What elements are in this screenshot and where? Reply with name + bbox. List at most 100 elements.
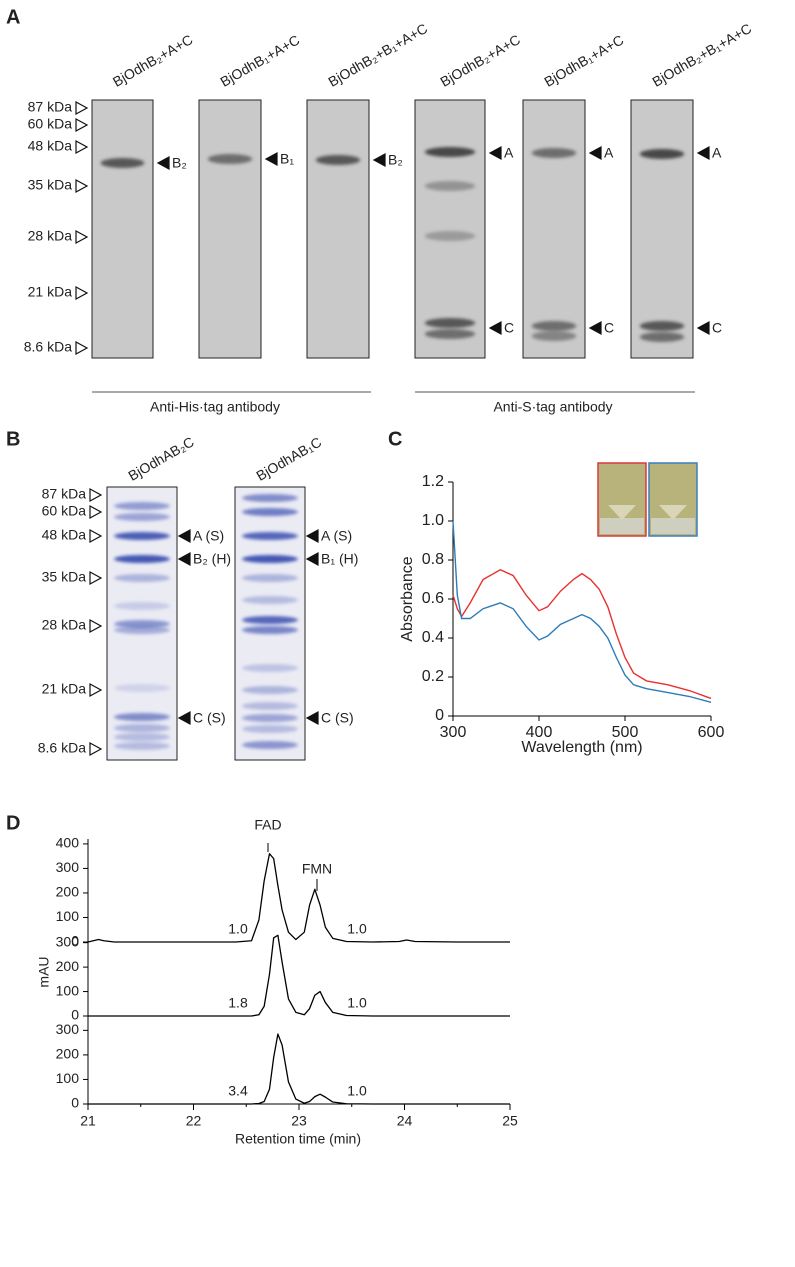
arrowhead	[89, 570, 103, 586]
gel-band	[114, 742, 170, 750]
band-label: C	[604, 320, 614, 336]
gel-band	[114, 620, 170, 628]
arrowhead	[75, 285, 89, 301]
panel-label: D	[6, 812, 20, 834]
band-label: A	[712, 145, 722, 161]
marker-label: 35 kDa	[42, 569, 87, 585]
x-tick-label: 600	[698, 724, 725, 741]
y-tick-label: 0.6	[422, 590, 444, 607]
gel-lane	[198, 99, 262, 359]
gel-band	[207, 154, 253, 164]
x-tick-label: 300	[440, 724, 467, 741]
gel-band	[114, 713, 170, 721]
x-tick-label: 400	[526, 724, 553, 741]
peak-label: FMN	[302, 861, 332, 877]
arrowhead	[75, 117, 89, 133]
gel-band	[639, 149, 685, 159]
band-label: C	[504, 320, 514, 336]
gel-band	[114, 724, 170, 732]
gel-band	[242, 574, 298, 582]
gel-band	[242, 626, 298, 634]
band-label: A	[504, 145, 514, 161]
band-label: B₂	[388, 152, 403, 168]
arrowhead	[89, 618, 103, 634]
lane-label: BjOdhB₂+B₁+A+C	[649, 20, 754, 90]
band-label: C	[712, 320, 722, 336]
arrowhead	[89, 741, 103, 757]
y-tick-label: 200	[56, 958, 80, 974]
y-tick-label: 300	[56, 859, 80, 875]
lane-label: BjOdhB₁+A+C	[541, 32, 626, 90]
ratio-label: 1.0	[347, 921, 367, 937]
ratio-label: 1.0	[347, 1083, 367, 1099]
marker-label: 48 kDa	[42, 527, 87, 543]
marker-label: 60 kDa	[28, 116, 73, 132]
gel-lane	[522, 99, 586, 359]
arrowhead	[696, 320, 710, 336]
gel-band	[242, 741, 298, 749]
gel-band	[100, 158, 145, 168]
spectrum-line	[452, 568, 712, 700]
lane-label: BjOdhB₂+B₁+A+C	[325, 20, 430, 90]
inset-photo	[597, 462, 698, 537]
arrowhead	[696, 145, 710, 161]
arrowhead	[89, 682, 103, 698]
gel-band	[114, 502, 170, 510]
gel-band	[114, 733, 170, 741]
band-label: C (S)	[193, 710, 226, 726]
marker-label: 48 kDa	[28, 138, 73, 154]
arrowhead	[488, 320, 502, 336]
y-tick-label: 100	[56, 1070, 80, 1086]
x-tick-label: 500	[612, 724, 639, 741]
gel-band	[315, 155, 361, 165]
gel-band	[114, 513, 170, 521]
arrowhead	[75, 139, 89, 155]
gel-band	[531, 331, 577, 341]
marker-label: 8.6 kDa	[24, 339, 72, 355]
arrowhead	[89, 528, 103, 544]
gel-band	[242, 664, 298, 672]
x-tick-label: 22	[186, 1113, 202, 1129]
ratio-label: 3.4	[228, 1083, 248, 1099]
arrowhead	[75, 100, 89, 116]
gel-band	[639, 321, 685, 331]
y-tick-label: 1.2	[422, 473, 444, 490]
y-tick-label: 100	[56, 908, 80, 924]
gel-band	[114, 684, 170, 692]
x-axis-label: Wavelength (nm)	[521, 739, 642, 756]
y-tick-label: 1.0	[422, 512, 444, 529]
arrowhead	[156, 155, 170, 171]
marker-label: 21 kDa	[28, 284, 73, 300]
gel-band	[424, 147, 476, 157]
gel-lane	[630, 99, 694, 359]
y-tick-label: 0	[71, 933, 79, 949]
x-axis-label: Retention time (min)	[235, 1131, 361, 1147]
arrowhead	[75, 340, 89, 356]
marker-label: 21 kDa	[42, 681, 87, 697]
gel-band	[114, 555, 170, 563]
y-tick-label: 100	[56, 982, 80, 998]
y-tick-label: 200	[56, 1046, 80, 1062]
chromatogram-line	[88, 1033, 510, 1105]
arrowhead	[588, 145, 602, 161]
gel-band	[242, 725, 298, 733]
y-tick-label: 0	[435, 707, 444, 724]
band-label: C (S)	[321, 710, 354, 726]
gel-band	[114, 602, 170, 610]
arrowhead	[177, 710, 191, 726]
panel-label: A	[6, 6, 20, 28]
gel-band	[242, 596, 298, 604]
gel-band	[531, 321, 577, 331]
y-axis-label: mAU	[36, 956, 52, 987]
marker-label: 8.6 kDa	[38, 740, 86, 756]
x-tick-label: 25	[502, 1113, 518, 1129]
y-axis-label: Absorbance	[399, 556, 416, 641]
marker-label: 60 kDa	[42, 503, 87, 519]
gel-band	[114, 626, 170, 634]
y-tick-label: 0.4	[422, 629, 444, 646]
marker-label: 87 kDa	[28, 99, 73, 115]
gel-band	[242, 702, 298, 710]
spectrum-line	[452, 520, 712, 704]
